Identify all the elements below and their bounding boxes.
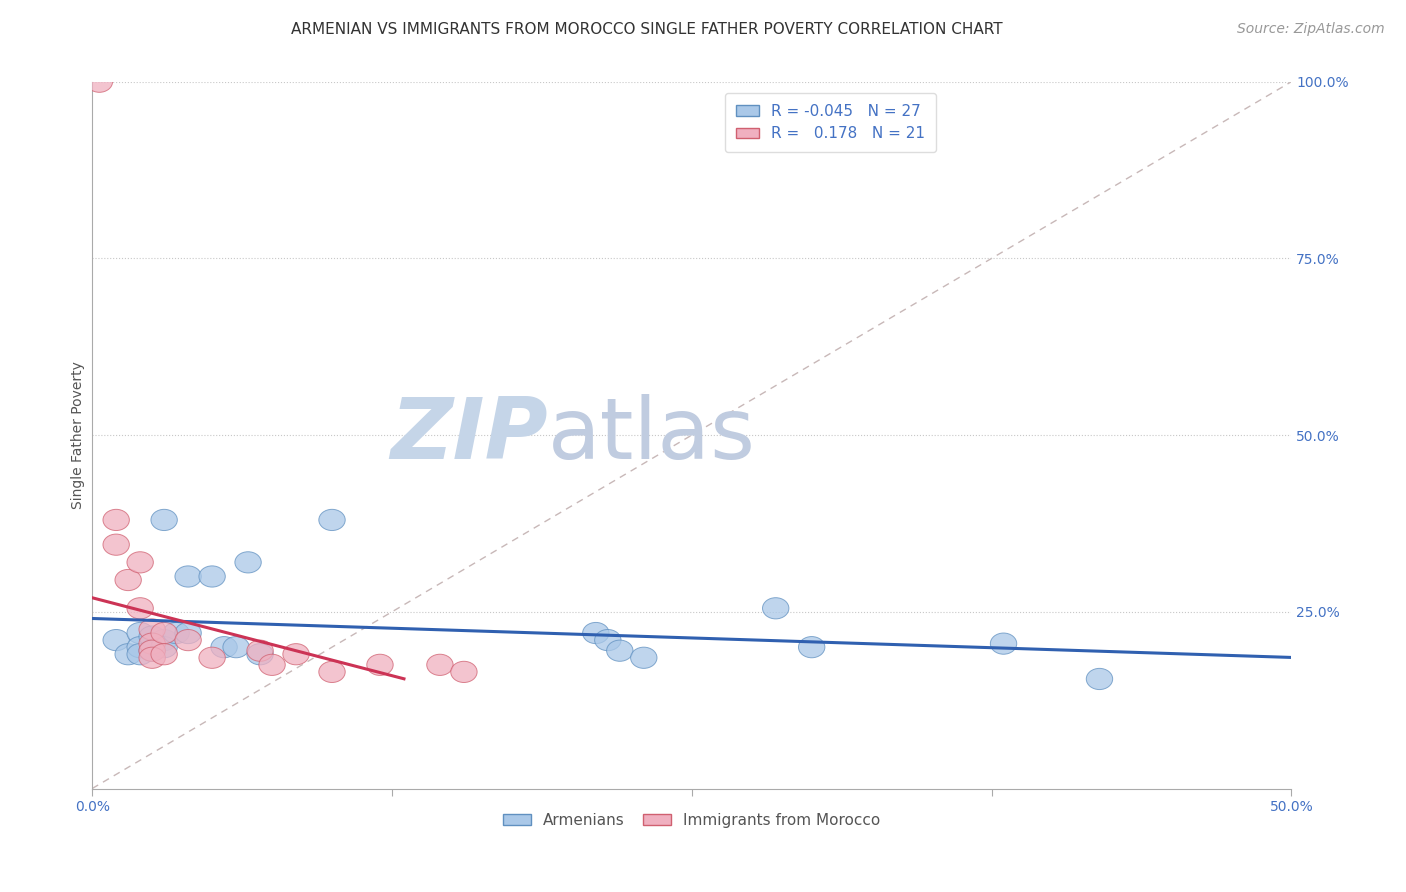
Y-axis label: Single Father Poverty: Single Father Poverty — [72, 361, 86, 509]
Ellipse shape — [127, 644, 153, 665]
Ellipse shape — [139, 640, 166, 661]
Legend: Armenians, Immigrants from Morocco: Armenians, Immigrants from Morocco — [498, 806, 886, 834]
Ellipse shape — [224, 637, 249, 657]
Ellipse shape — [762, 598, 789, 619]
Ellipse shape — [115, 644, 142, 665]
Ellipse shape — [582, 623, 609, 644]
Ellipse shape — [198, 648, 225, 668]
Ellipse shape — [1087, 668, 1112, 690]
Ellipse shape — [139, 626, 166, 648]
Ellipse shape — [86, 71, 112, 93]
Ellipse shape — [247, 640, 273, 661]
Ellipse shape — [595, 630, 621, 650]
Ellipse shape — [451, 661, 477, 682]
Ellipse shape — [319, 661, 346, 682]
Ellipse shape — [211, 637, 238, 657]
Ellipse shape — [174, 566, 201, 587]
Ellipse shape — [427, 654, 453, 675]
Text: atlas: atlas — [548, 393, 756, 476]
Ellipse shape — [103, 509, 129, 531]
Ellipse shape — [198, 566, 225, 587]
Ellipse shape — [127, 598, 153, 619]
Ellipse shape — [103, 630, 129, 650]
Ellipse shape — [174, 630, 201, 650]
Ellipse shape — [174, 623, 201, 644]
Text: ARMENIAN VS IMMIGRANTS FROM MOROCCO SINGLE FATHER POVERTY CORRELATION CHART: ARMENIAN VS IMMIGRANTS FROM MOROCCO SING… — [291, 22, 1002, 37]
Ellipse shape — [990, 633, 1017, 654]
Ellipse shape — [103, 534, 129, 556]
Ellipse shape — [367, 654, 394, 675]
Ellipse shape — [247, 644, 273, 665]
Ellipse shape — [259, 654, 285, 675]
Ellipse shape — [799, 637, 825, 657]
Ellipse shape — [283, 644, 309, 665]
Ellipse shape — [150, 630, 177, 650]
Ellipse shape — [150, 644, 177, 665]
Ellipse shape — [127, 637, 153, 657]
Ellipse shape — [631, 648, 657, 668]
Ellipse shape — [150, 637, 177, 657]
Ellipse shape — [606, 640, 633, 661]
Ellipse shape — [319, 509, 346, 531]
Ellipse shape — [139, 619, 166, 640]
Ellipse shape — [150, 509, 177, 531]
Ellipse shape — [163, 623, 190, 644]
Text: ZIP: ZIP — [391, 393, 548, 476]
Ellipse shape — [127, 623, 153, 644]
Ellipse shape — [139, 640, 166, 661]
Text: Source: ZipAtlas.com: Source: ZipAtlas.com — [1237, 22, 1385, 37]
Ellipse shape — [139, 633, 166, 654]
Ellipse shape — [115, 569, 142, 591]
Ellipse shape — [150, 623, 177, 644]
Ellipse shape — [235, 552, 262, 573]
Ellipse shape — [139, 648, 166, 668]
Ellipse shape — [127, 552, 153, 573]
